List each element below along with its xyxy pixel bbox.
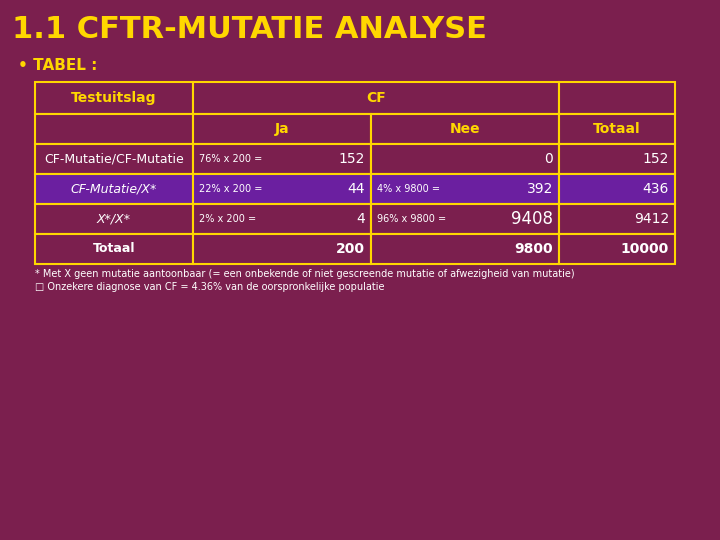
Bar bbox=[559, 204, 675, 234]
Bar bbox=[193, 144, 371, 174]
Bar bbox=[35, 204, 193, 234]
Text: Nee: Nee bbox=[450, 122, 480, 136]
Text: 436: 436 bbox=[643, 182, 669, 196]
Text: Ja: Ja bbox=[275, 122, 289, 136]
Text: 2% x 200 =: 2% x 200 = bbox=[199, 214, 256, 224]
Bar bbox=[559, 82, 675, 114]
Text: CF: CF bbox=[366, 91, 386, 105]
Text: □ Onzekere diagnose van CF = 4.36% van de oorspronkelijke populatie: □ Onzekere diagnose van CF = 4.36% van d… bbox=[35, 282, 384, 292]
Text: 76% x 200 =: 76% x 200 = bbox=[199, 154, 262, 164]
Text: * Met X geen mutatie aantoonbaar (= een onbekende of niet gescreende mutatie of : * Met X geen mutatie aantoonbaar (= een … bbox=[35, 269, 575, 279]
Bar bbox=[559, 174, 675, 204]
Bar bbox=[559, 114, 675, 144]
Text: 392: 392 bbox=[526, 182, 553, 196]
Text: 0: 0 bbox=[544, 152, 553, 166]
Text: X*/X*: X*/X* bbox=[97, 213, 131, 226]
Bar bbox=[371, 144, 559, 174]
Text: Totaal: Totaal bbox=[593, 122, 641, 136]
Text: 9412: 9412 bbox=[634, 212, 669, 226]
Text: 9800: 9800 bbox=[514, 242, 553, 256]
Text: 10000: 10000 bbox=[621, 242, 669, 256]
Text: 44: 44 bbox=[348, 182, 365, 196]
Text: CF-Mutatie/CF-Mutatie: CF-Mutatie/CF-Mutatie bbox=[44, 152, 184, 165]
Text: 152: 152 bbox=[643, 152, 669, 166]
Text: 96% x 9800 =: 96% x 9800 = bbox=[377, 214, 446, 224]
Bar bbox=[35, 234, 193, 264]
Bar bbox=[371, 114, 559, 144]
Text: CF-Mutatie/X*: CF-Mutatie/X* bbox=[71, 183, 157, 195]
Text: Testuitslag: Testuitslag bbox=[71, 91, 157, 105]
Text: Totaal: Totaal bbox=[93, 242, 135, 255]
Bar bbox=[35, 174, 193, 204]
Bar bbox=[35, 114, 193, 144]
Text: 9408: 9408 bbox=[511, 210, 553, 228]
Bar bbox=[193, 82, 559, 114]
Text: 1.1 CFTR-MUTATIE ANALYSE: 1.1 CFTR-MUTATIE ANALYSE bbox=[12, 16, 487, 44]
Text: 4: 4 bbox=[356, 212, 365, 226]
Bar bbox=[559, 234, 675, 264]
Bar bbox=[35, 82, 193, 114]
Text: 200: 200 bbox=[336, 242, 365, 256]
Bar bbox=[193, 234, 371, 264]
Text: 152: 152 bbox=[338, 152, 365, 166]
Bar bbox=[193, 174, 371, 204]
Text: 4% x 9800 =: 4% x 9800 = bbox=[377, 184, 440, 194]
Bar bbox=[371, 234, 559, 264]
Text: 22% x 200 =: 22% x 200 = bbox=[199, 184, 262, 194]
Bar bbox=[35, 144, 193, 174]
Text: • TABEL :: • TABEL : bbox=[18, 57, 97, 72]
Bar bbox=[371, 204, 559, 234]
Bar bbox=[371, 174, 559, 204]
Bar bbox=[559, 144, 675, 174]
Bar bbox=[193, 204, 371, 234]
Bar bbox=[193, 114, 371, 144]
